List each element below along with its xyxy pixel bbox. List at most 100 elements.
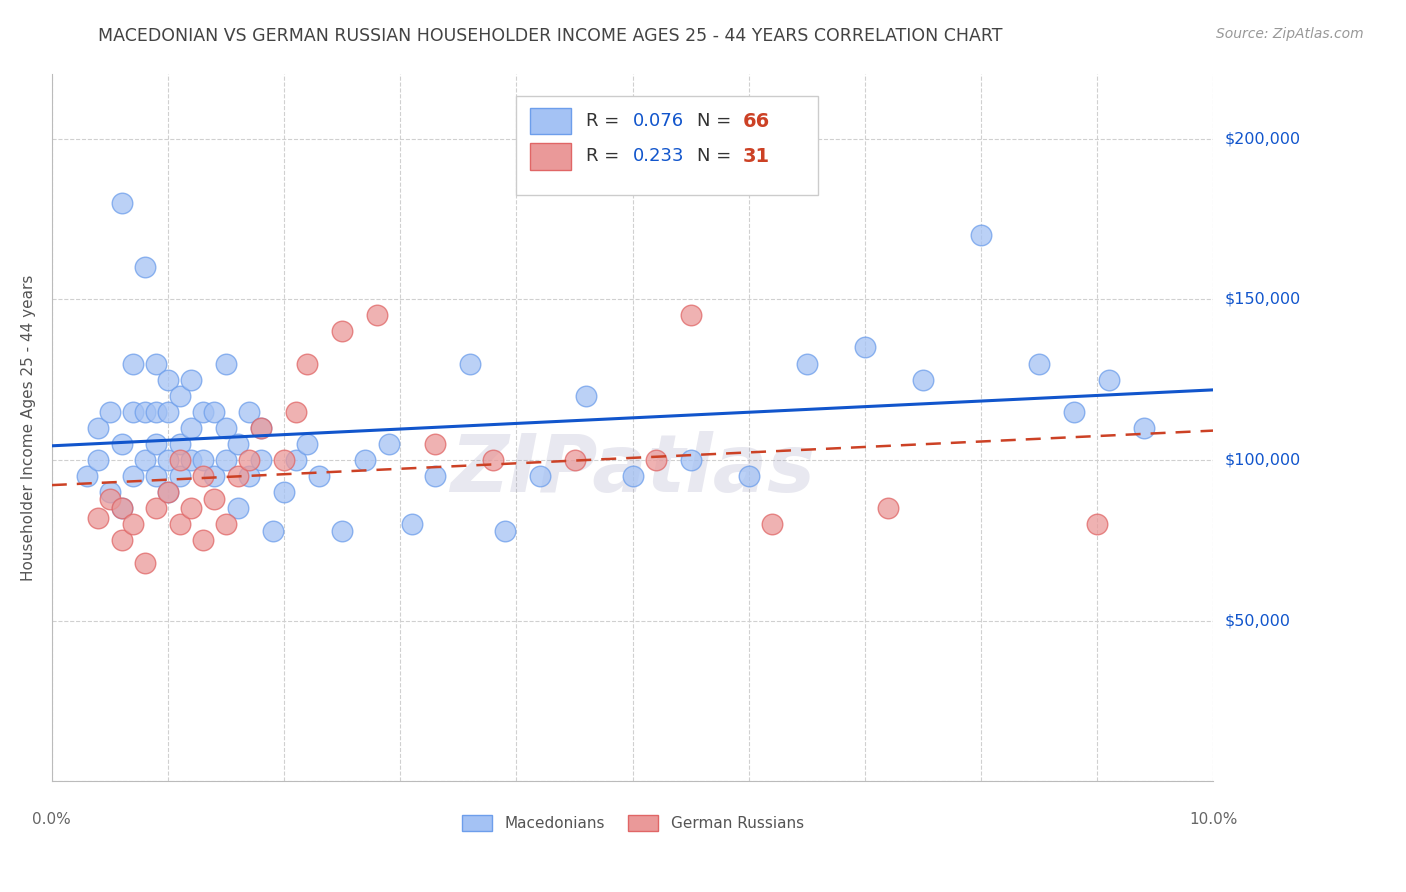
Point (284, 453, 307, 467)
Point (1028, 357, 1050, 371)
Point (1085, 517, 1108, 532)
Point (250, 421, 273, 435)
Point (564, 453, 586, 467)
Point (226, 469, 249, 483)
Text: R =: R = (586, 147, 626, 165)
Point (87, 453, 110, 467)
FancyBboxPatch shape (516, 95, 818, 194)
Text: 66: 66 (742, 112, 770, 130)
Point (423, 437, 446, 451)
Point (262, 524, 284, 538)
Point (911, 373, 934, 387)
Point (204, 491, 226, 506)
Point (482, 453, 505, 467)
Text: 0.233: 0.233 (633, 147, 685, 165)
Point (226, 437, 249, 451)
Point (238, 405, 260, 419)
Point (1098, 373, 1121, 387)
Point (273, 485, 295, 500)
Point (297, 357, 319, 371)
Point (204, 405, 226, 419)
Text: $100,000: $100,000 (1225, 452, 1301, 467)
Point (98, 405, 121, 419)
Point (853, 341, 876, 355)
Point (156, 373, 179, 387)
Text: ZIPatlas: ZIPatlas (450, 431, 815, 509)
Point (377, 437, 399, 451)
Point (134, 260, 156, 275)
Text: 10.0%: 10.0% (1189, 812, 1237, 827)
Point (134, 556, 156, 570)
Point (156, 485, 179, 500)
Point (761, 517, 783, 532)
Point (796, 357, 818, 371)
Point (110, 501, 132, 516)
Point (423, 469, 446, 483)
Point (180, 453, 202, 467)
Point (180, 373, 202, 387)
Point (575, 389, 598, 403)
Point (330, 325, 353, 339)
Point (191, 533, 214, 548)
Point (679, 309, 702, 323)
Text: Source: ZipAtlas.com: Source: ZipAtlas.com (1216, 27, 1364, 41)
Point (87, 511, 110, 525)
Point (156, 485, 179, 500)
Point (1063, 405, 1085, 419)
Point (354, 453, 377, 467)
Point (110, 195, 132, 210)
Point (169, 469, 191, 483)
Point (284, 405, 307, 419)
Point (1132, 421, 1154, 435)
Point (297, 437, 319, 451)
Point (180, 421, 202, 435)
Point (145, 437, 167, 451)
Point (401, 517, 423, 532)
Point (156, 453, 179, 467)
Point (215, 357, 238, 371)
Point (145, 357, 167, 371)
FancyBboxPatch shape (530, 108, 571, 135)
Point (87, 421, 110, 435)
Point (145, 405, 167, 419)
Point (621, 469, 644, 483)
Point (494, 524, 516, 538)
Point (679, 453, 702, 467)
Point (970, 227, 993, 242)
Point (215, 421, 238, 435)
Point (145, 501, 167, 516)
Text: R =: R = (586, 112, 626, 130)
Text: $150,000: $150,000 (1225, 292, 1301, 307)
Point (191, 453, 214, 467)
Point (204, 469, 226, 483)
Point (145, 469, 167, 483)
Point (180, 501, 202, 516)
Point (191, 405, 214, 419)
Point (250, 421, 273, 435)
Point (273, 453, 295, 467)
Point (644, 453, 666, 467)
Point (76, 469, 98, 483)
Point (110, 501, 132, 516)
Text: 31: 31 (742, 147, 770, 166)
Point (238, 469, 260, 483)
Point (877, 501, 900, 516)
Text: MACEDONIAN VS GERMAN RUSSIAN HOUSEHOLDER INCOME AGES 25 - 44 YEARS CORRELATION C: MACEDONIAN VS GERMAN RUSSIAN HOUSEHOLDER… (98, 27, 1002, 45)
Text: $50,000: $50,000 (1225, 613, 1291, 628)
Point (98, 491, 121, 506)
Point (122, 517, 145, 532)
Point (366, 309, 388, 323)
Point (308, 469, 330, 483)
Point (250, 453, 273, 467)
Y-axis label: Householder Income Ages 25 - 44 years: Householder Income Ages 25 - 44 years (21, 275, 35, 581)
Point (458, 357, 481, 371)
Point (215, 453, 238, 467)
Point (191, 469, 214, 483)
Point (156, 405, 179, 419)
Point (169, 389, 191, 403)
Text: $200,000: $200,000 (1225, 131, 1301, 146)
Point (215, 517, 238, 532)
Point (529, 469, 551, 483)
Text: 0.0%: 0.0% (32, 812, 72, 827)
Text: N =: N = (696, 147, 737, 165)
